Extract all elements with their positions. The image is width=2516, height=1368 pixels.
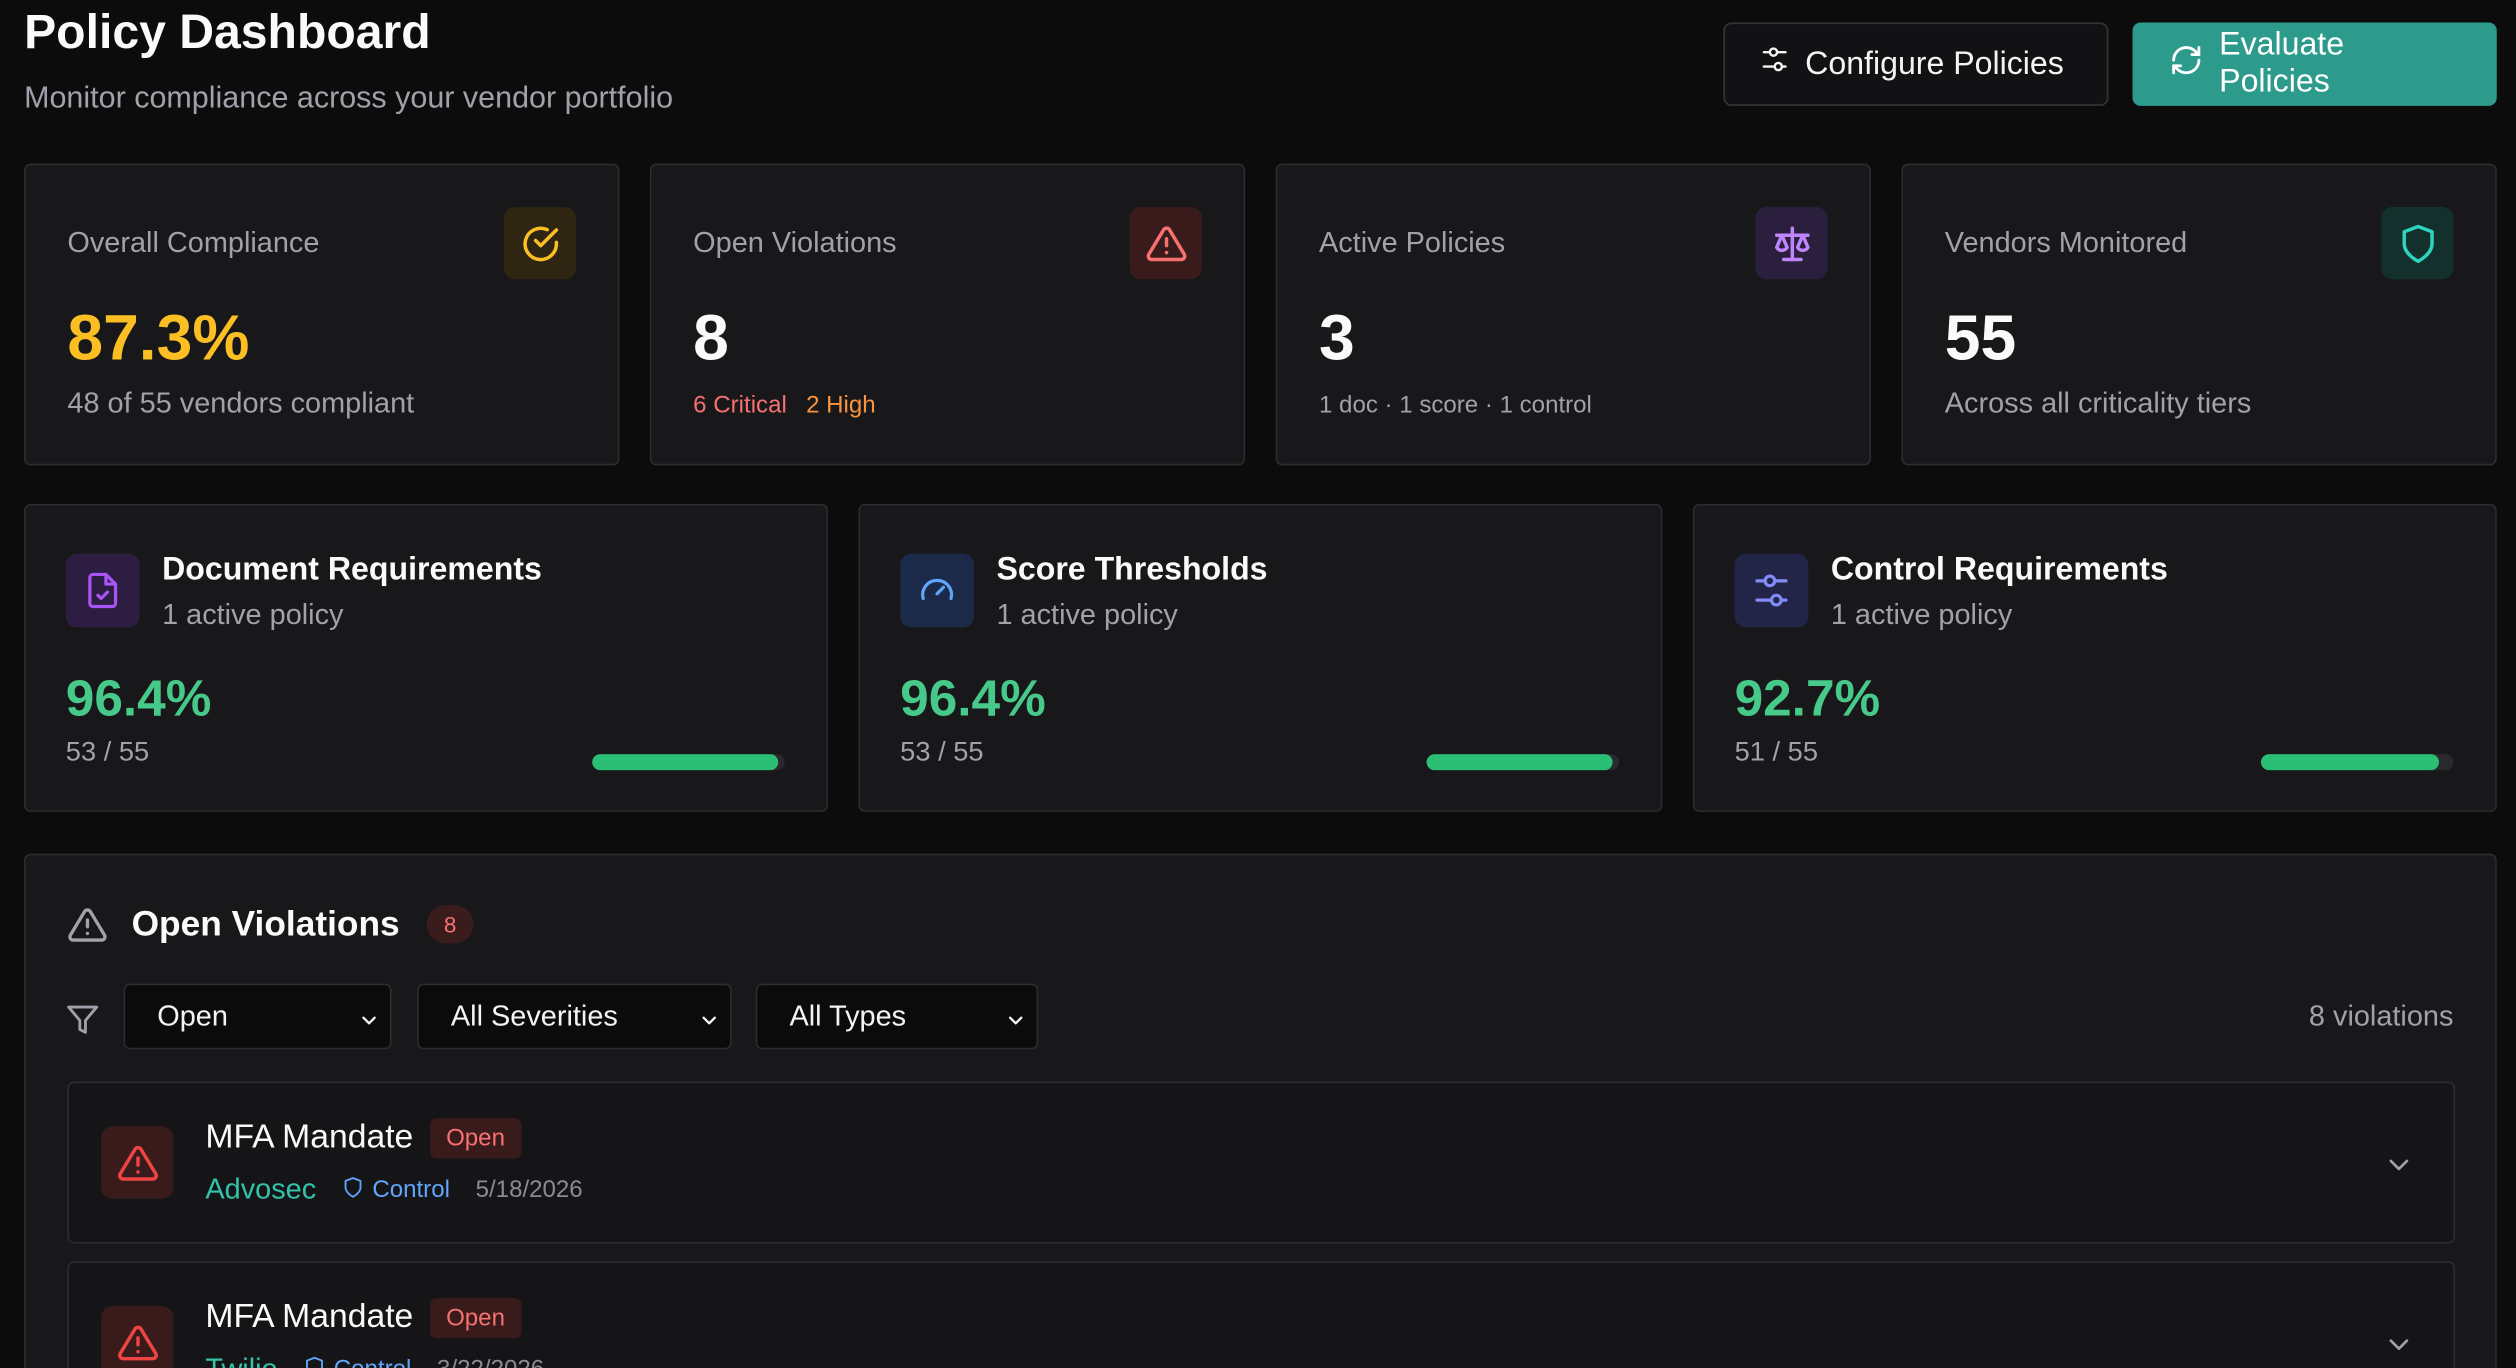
progress-bar (592, 754, 785, 771)
stat-card-overall-compliance: Overall Compliance 87.3% 48 of 55 vendor… (24, 163, 620, 466)
alert-triangle-icon (67, 905, 107, 953)
file-check-icon (65, 553, 140, 628)
type-filter-value: All Types (789, 999, 907, 1032)
status-badge: Open (430, 1118, 522, 1159)
violation-type: Control (303, 1355, 411, 1368)
scale-icon (1755, 206, 1828, 280)
evaluate-policies-label: Evaluate Policies (2219, 27, 2345, 100)
shield-icon (342, 1175, 364, 1204)
open-violations-panel: Open Violations 8 Open All Severities Al… (24, 853, 2497, 1368)
progress-fill (2260, 754, 2440, 771)
stat-sub: Across all criticality tiers (1944, 386, 2252, 419)
chevron-down-icon[interactable] (2383, 1329, 2415, 1368)
severity-filter-value: All Severities (450, 999, 618, 1032)
severity-breakdown: 6 Critical 2 High (693, 392, 875, 419)
alert-triangle-icon (101, 1126, 174, 1199)
stat-card-vendors-monitored: Vendors Monitored 55 Across all critical… (1901, 163, 2497, 466)
category-title: Score Thresholds (996, 551, 1268, 588)
alert-triangle-icon (1129, 206, 1202, 280)
stat-value: 87.3% (67, 303, 250, 374)
panel-title: Open Violations (131, 903, 400, 944)
stat-value: 55 (1944, 303, 2017, 374)
category-subtitle: 1 active policy (996, 598, 1178, 631)
stat-value: 8 (693, 303, 729, 374)
stat-label: Open Violations (693, 226, 897, 259)
progress-fill (1426, 754, 1613, 771)
category-percentage: 96.4% (900, 669, 1046, 727)
category-percentage: 92.7% (1734, 669, 1881, 727)
stat-card-active-policies: Active Policies 3 1 doc · 1 score · 1 co… (1275, 163, 1871, 466)
configure-policies-label: Configure Policies (1805, 45, 2064, 82)
gauge-icon (900, 553, 974, 628)
vendor-link[interactable]: Advosec (205, 1172, 317, 1206)
category-count: 53 / 55 (900, 736, 984, 767)
category-title: Document Requirements (162, 551, 542, 588)
check-circle-icon (503, 206, 577, 280)
configure-policies-button[interactable]: Configure Policies (1723, 22, 2109, 106)
evaluate-policies-button[interactable]: Evaluate Policies (2132, 22, 2497, 106)
status-filter-value: Open (157, 999, 228, 1032)
chevron-down-icon (358, 1006, 380, 1040)
violation-type: Control (342, 1175, 450, 1204)
category-count: 53 / 55 (65, 736, 150, 767)
category-card-control-requirements[interactable]: Control Requirements 1 active policy 92.… (1692, 503, 2497, 812)
violation-title: MFA Mandate (205, 1298, 414, 1336)
stat-label: Vendors Monitored (1944, 226, 2188, 259)
alert-triangle-icon (101, 1306, 174, 1368)
progress-bar (1426, 754, 1620, 771)
type-filter-select[interactable]: All Types (755, 983, 1039, 1050)
page-title: Policy Dashboard (24, 6, 431, 60)
high-count: 2 High (806, 391, 876, 419)
progress-bar (2260, 754, 2454, 771)
stat-label: Active Policies (1318, 226, 1506, 259)
stat-card-open-violations: Open Violations 8 6 Critical 2 High (649, 163, 1246, 466)
category-subtitle: 1 active policy (162, 598, 344, 631)
violation-date: 3/22/2026 (437, 1356, 544, 1368)
status-badge: Open (430, 1298, 522, 1339)
page-subtitle: Monitor compliance across your vendor po… (24, 81, 674, 116)
stat-label: Overall Compliance (67, 226, 320, 259)
category-card-score-thresholds[interactable]: Score Thresholds 1 active policy 96.4% 5… (858, 503, 1663, 812)
stat-value: 3 (1318, 303, 1355, 374)
sliders-icon (1734, 553, 1809, 628)
violation-type-label: Control (334, 1356, 412, 1368)
violation-meta: Advosec Control 5/18/2026 (205, 1173, 582, 1207)
stat-sub: 48 of 55 vendors compliant (67, 386, 415, 419)
severity-filter-select[interactable]: All Severities (417, 983, 732, 1050)
violation-row[interactable]: MFA Mandate Open Advosec Control 5/18/20… (67, 1081, 2456, 1244)
category-percentage: 96.4% (65, 669, 212, 727)
status-filter-select[interactable]: Open (123, 983, 392, 1050)
sliders-icon (1760, 45, 1789, 84)
category-title: Control Requirements (1830, 551, 2168, 588)
violation-row[interactable]: MFA Mandate Open Twilio Control 3/22/202… (67, 1261, 2456, 1368)
category-subtitle: 1 active policy (1830, 598, 2013, 631)
category-card-document-requirements[interactable]: Document Requirements 1 active policy 96… (24, 503, 828, 812)
violations-count-badge: 8 (426, 904, 474, 944)
violation-meta: Twilio Control 3/22/2026 (205, 1353, 544, 1368)
vendor-link[interactable]: Twilio (205, 1353, 277, 1368)
shield-icon (2381, 206, 2454, 280)
violation-total: 8 violations (2308, 999, 2454, 1032)
chevron-down-icon (698, 1006, 720, 1040)
category-count: 51 / 55 (1734, 736, 1819, 767)
refresh-icon (2169, 43, 2203, 86)
progress-fill (592, 754, 778, 771)
stat-sub: 1 doc · 1 score · 1 control (1318, 391, 1592, 419)
chevron-down-icon[interactable] (2383, 1149, 2415, 1189)
violation-date: 5/18/2026 (475, 1176, 583, 1204)
shield-icon (303, 1355, 325, 1368)
violation-type-label: Control (372, 1176, 450, 1204)
violation-title: MFA Mandate (205, 1118, 414, 1156)
chevron-down-icon (1004, 1006, 1026, 1040)
filter-icon (66, 1003, 100, 1045)
critical-count: 6 Critical (693, 391, 787, 419)
